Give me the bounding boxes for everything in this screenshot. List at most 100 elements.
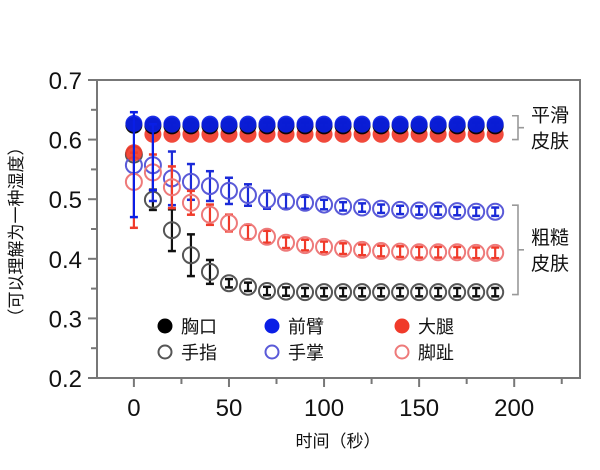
data-point	[296, 193, 315, 212]
y-tick-label: 0.3	[49, 306, 82, 333]
x-tick-label: 200	[494, 395, 534, 422]
annotation-label: 粗糙	[531, 227, 569, 249]
legend-marker	[264, 344, 280, 360]
data-point	[258, 227, 277, 246]
data-point	[200, 177, 219, 196]
bracket	[512, 204, 524, 296]
series-手指	[124, 145, 505, 302]
data-point	[277, 233, 296, 252]
legend-item: 手掌	[264, 343, 324, 364]
y-tick-label: 0.4	[49, 247, 82, 274]
data-point	[467, 243, 486, 262]
data-point	[258, 115, 276, 133]
data-point	[277, 282, 296, 301]
data-point	[315, 115, 333, 133]
data-point	[372, 199, 391, 218]
data-point	[334, 197, 353, 216]
series-胸口	[125, 116, 504, 135]
y-tick-label: 0.6	[49, 128, 82, 155]
data-point	[296, 283, 315, 302]
annotation-label: 皮肤	[531, 253, 569, 275]
data-point	[334, 283, 353, 302]
legend-item: 大腿	[394, 317, 454, 338]
data-point	[200, 262, 219, 281]
data-point	[429, 243, 448, 262]
data-point	[467, 202, 486, 221]
data-point	[200, 205, 219, 224]
annotation-label: 皮肤	[531, 131, 569, 153]
data-point	[315, 195, 334, 214]
data-point	[391, 283, 410, 302]
data-point	[467, 115, 485, 133]
data-point	[486, 202, 505, 221]
data-point	[182, 115, 200, 133]
data-point	[258, 190, 277, 209]
data-point	[181, 193, 200, 212]
series-手掌	[124, 128, 505, 221]
data-point	[201, 115, 219, 133]
data-point	[315, 237, 334, 256]
legend-label: 脚趾	[418, 343, 454, 364]
series-脚趾	[124, 153, 505, 262]
data-point	[315, 283, 334, 302]
legend-label: 前臂	[288, 317, 324, 338]
data-point	[353, 283, 372, 302]
data-point	[144, 115, 162, 133]
data-point	[467, 283, 486, 302]
bracket	[512, 114, 524, 141]
data-point	[429, 201, 448, 220]
data-point	[334, 115, 352, 133]
data-point	[296, 236, 315, 255]
legend-marker	[157, 344, 173, 360]
series-大腿	[125, 125, 504, 230]
legend-label: 手指	[181, 343, 217, 364]
y-axis-title: （可以理解为一种湿度）	[7, 139, 27, 326]
data-point	[258, 281, 277, 300]
x-axis-title: 时间（秒）	[296, 432, 381, 452]
legend-marker	[264, 318, 280, 334]
data-point	[391, 242, 410, 261]
data-point	[391, 200, 410, 219]
data-point	[372, 283, 391, 302]
legend-label: 大腿	[418, 317, 454, 338]
data-point	[353, 115, 371, 133]
legend-item: 胸口	[157, 317, 217, 338]
x-tick-label: 50	[216, 395, 243, 422]
x-tick-label: 150	[399, 395, 439, 422]
data-point	[429, 115, 447, 133]
data-point	[219, 214, 238, 233]
legend-item: 手指	[157, 343, 217, 364]
data-point	[239, 115, 257, 133]
data-point	[238, 277, 257, 296]
y-tick-label: 0.2	[49, 366, 82, 393]
data-point	[448, 202, 467, 221]
data-point	[410, 243, 429, 262]
data-point	[219, 181, 238, 200]
data-point	[391, 115, 409, 133]
data-point	[163, 115, 181, 133]
y-tick-label: 0.7	[49, 68, 82, 95]
data-point	[277, 192, 296, 211]
data-point	[334, 239, 353, 258]
data-point	[372, 115, 390, 133]
data-point	[181, 246, 200, 265]
data-point	[220, 115, 238, 133]
axes: 0.2 0.3 0.4 0.5 0.6 0.7 0 50 100 150 200	[49, 68, 581, 422]
data-marks	[124, 110, 505, 302]
data-point	[448, 243, 467, 262]
data-point	[353, 240, 372, 259]
data-point	[238, 222, 257, 241]
data-point	[125, 115, 143, 133]
data-point	[296, 115, 314, 133]
data-point	[448, 115, 466, 133]
y-tick-label: 0.5	[49, 187, 82, 214]
legend-marker	[394, 318, 410, 334]
data-point	[410, 283, 429, 302]
data-point	[410, 115, 428, 133]
x-tick-label: 100	[304, 395, 344, 422]
data-point	[486, 115, 504, 133]
legend-marker	[157, 318, 173, 334]
